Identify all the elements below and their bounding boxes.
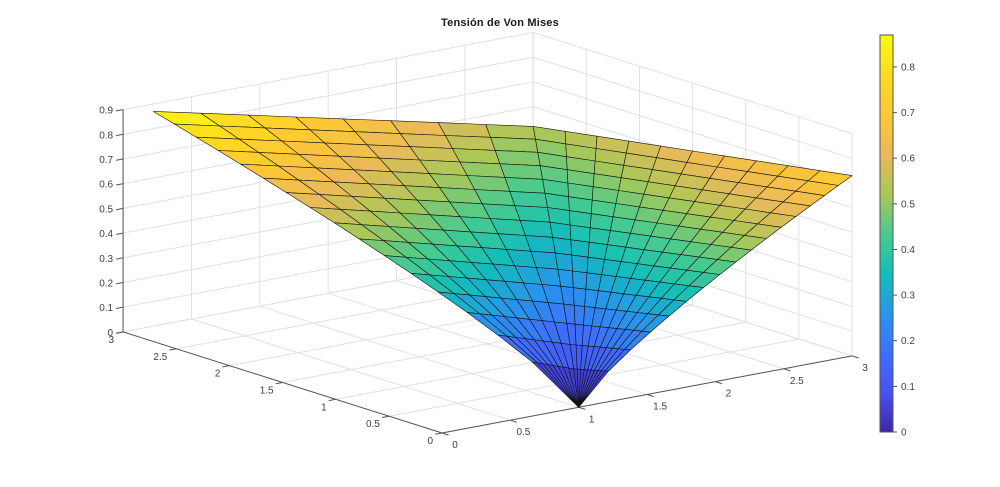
y-axis-tick-label: 2 <box>215 369 221 380</box>
surface-cell <box>532 361 579 408</box>
surface-cell <box>552 237 572 256</box>
colorbar-tick-label: 0.1 <box>901 382 915 393</box>
surface-cell <box>573 305 585 326</box>
y-axis-tick-label: 2.5 <box>153 352 167 363</box>
colorbar-gradient <box>879 34 894 433</box>
surface-cell <box>494 150 541 166</box>
surface-cell <box>554 252 573 272</box>
z-axis-tick-label: 0 <box>108 328 114 339</box>
surface-cell <box>490 137 539 153</box>
surface-cell <box>587 241 608 260</box>
surface-cell <box>573 287 587 307</box>
surface-cell <box>485 124 536 140</box>
y-axis-tick-label: 1 <box>321 402 327 413</box>
chart-title: Tensión de Von Mises <box>441 17 559 29</box>
colorbar-tick-label: 0.4 <box>901 245 915 256</box>
y-axis-tick-label: 1.5 <box>260 386 274 397</box>
y-axis-tick-label: 0 <box>427 436 433 447</box>
x-axis-tick-label: 1 <box>589 414 595 425</box>
z-axis-tick-label: 0.4 <box>99 229 113 240</box>
colorbar-tick-label: 0.3 <box>901 291 915 302</box>
surface-cell <box>445 135 496 151</box>
colorbar-tick-label: 0.8 <box>901 62 915 73</box>
z-axis-tick-label: 0.7 <box>99 155 113 166</box>
z-axis-tick-label: 0.3 <box>99 254 113 265</box>
z-axis-tick-label: 0.9 <box>99 106 113 117</box>
surface-cell <box>571 254 589 274</box>
z-axis-tick-label: 0.2 <box>99 279 113 290</box>
x-axis: 0 0.5 1 1.5 2 2.5 3 <box>441 355 868 451</box>
surface-cell <box>509 191 548 208</box>
x-axis-tick-label: 0.5 <box>516 427 530 438</box>
z-axis-tick-label: 0.5 <box>99 204 113 215</box>
surface-cell <box>588 227 611 245</box>
z-axis-tick-label: 0.8 <box>99 130 113 141</box>
colorbar-tick-label: 0.2 <box>901 336 915 347</box>
surface-cell <box>570 239 590 258</box>
x-axis-tick-label: 0 <box>452 440 458 451</box>
surface-cell <box>572 270 588 290</box>
y-axis: 0 0.5 1 1.5 2 2.5 3 <box>109 331 443 447</box>
surface-cell <box>569 224 591 243</box>
colorbar-tick-label: 0.7 <box>901 108 915 119</box>
z-axis: 0 0.1 0.2 0.3 0.4 0.5 0.6 0.7 0.8 0.9 <box>99 106 124 339</box>
colorbar-tick-label: 0.5 <box>901 199 915 210</box>
colorbar-tick-label: 0.6 <box>901 154 915 165</box>
colorbar-tick-label: 0 <box>901 428 907 439</box>
x-axis-tick-label: 2 <box>726 389 732 400</box>
surface-cell <box>504 177 546 194</box>
x-axis-tick-label: 3 <box>862 363 868 374</box>
surface-cell <box>437 122 491 138</box>
surface-cell <box>578 370 609 408</box>
surface-mesh <box>152 111 853 408</box>
y-axis-tick-label: 3 <box>109 335 115 346</box>
x-axis-tick-label: 2.5 <box>790 376 804 387</box>
z-axis-tick-label: 0.6 <box>99 180 113 191</box>
z-axis-tick-label: 0.1 <box>99 303 113 314</box>
surface-cell <box>499 163 543 180</box>
colorbar: 0 0.1 0.2 0.3 0.4 0.5 0.6 0.7 0.8 <box>879 34 915 439</box>
y-axis-tick-label: 0.5 <box>366 419 380 430</box>
x-axis-tick-label: 1.5 <box>653 402 667 413</box>
